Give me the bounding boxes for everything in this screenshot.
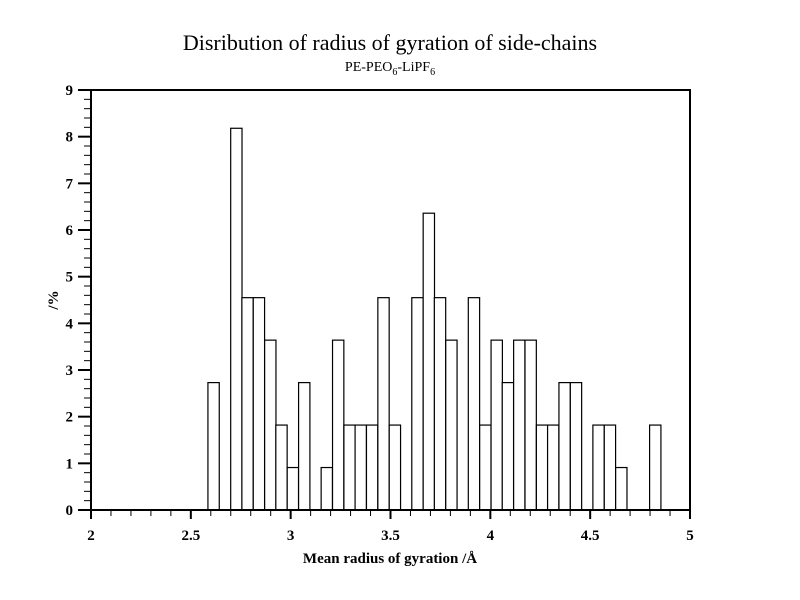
x-tick-label: 3.5 [381, 528, 400, 544]
histogram-bar [286, 466, 300, 511]
y-tick-label: 5 [66, 270, 74, 286]
histogram-bar [524, 339, 537, 511]
plot-frame [90, 89, 691, 511]
subtitle-subscript: 6 [430, 66, 436, 78]
histogram-bar [207, 382, 220, 511]
y-tick-label: 3 [66, 363, 74, 379]
y-tick-label: 8 [66, 130, 74, 146]
bars-group [207, 127, 662, 511]
histogram-bar [479, 424, 492, 511]
chart-title: Disribution of radius of gyration of sid… [182, 30, 598, 55]
x-tick-label: 2.5 [181, 528, 200, 544]
histogram-bar [411, 297, 424, 511]
x-tick-label: 2 [87, 528, 95, 544]
histogram-bar [501, 382, 515, 511]
x-axis-label: Mean radius of gyration /Å [303, 551, 477, 567]
y-tick-label: 0 [66, 503, 74, 519]
subtitle-part: PE-PEO [344, 60, 393, 75]
histogram-bar [331, 339, 345, 511]
histogram-bar [569, 382, 583, 511]
histogram-bar [275, 424, 288, 511]
y-tick-label: 7 [66, 176, 74, 192]
histogram-bar [365, 424, 379, 511]
y-tick-label: 4 [66, 316, 74, 332]
histogram-bar [264, 339, 277, 511]
histogram-bar [377, 297, 390, 511]
histogram-bar [546, 424, 560, 511]
subtitle-subscript: 6 [392, 66, 398, 78]
histogram-bar [592, 424, 605, 511]
histogram-bar [388, 424, 402, 511]
histogram-bar [535, 424, 549, 511]
y-tick-label: 9 [66, 83, 74, 99]
chart-subtitle: PE-PEO6-LiPF6 [0, 60, 780, 78]
x-tick-label: 4.5 [581, 528, 600, 544]
histogram-bar [320, 466, 334, 511]
x-tick-label: 3 [287, 528, 295, 544]
histogram-bar [230, 127, 243, 511]
histogram-bar [467, 297, 481, 511]
x-tick-label: 5 [686, 528, 694, 544]
histogram-bar [252, 297, 266, 511]
histogram-bar [241, 297, 254, 511]
histogram-bar [513, 339, 526, 511]
histogram-bar [433, 297, 447, 511]
ticks-group: 2 2.5 3 3.5 4 4.5 5 0 1 2 3 4 5 6 7 8 9 [66, 83, 694, 544]
x-tick-label: 4 [487, 528, 495, 544]
histogram-bar [422, 212, 436, 511]
subtitle-part: -LiPF [397, 60, 431, 75]
histogram-bar [603, 424, 617, 511]
y-tick-label: 6 [66, 223, 74, 239]
y-axis-label: /% [46, 290, 62, 310]
histogram-bar [558, 382, 571, 511]
y-tick-label: 1 [66, 456, 74, 472]
histogram-bar [445, 339, 458, 511]
histogram-bar [297, 382, 311, 511]
histogram-bar [343, 424, 356, 511]
histogram-bar [490, 339, 503, 511]
histogram-bar [615, 466, 628, 511]
histogram-bar [354, 424, 368, 511]
y-tick-label: 2 [66, 410, 74, 426]
histogram-bar [648, 424, 662, 511]
